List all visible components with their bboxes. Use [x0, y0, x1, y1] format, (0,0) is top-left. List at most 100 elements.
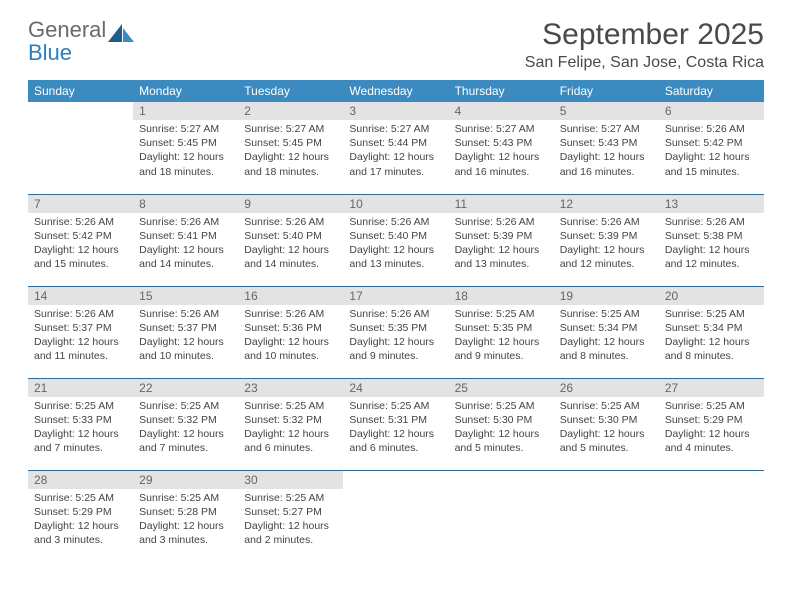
sunset-line: Sunset: 5:32 PM: [244, 413, 337, 427]
day-number: 20: [659, 287, 764, 305]
calendar-cell: [554, 470, 659, 562]
day-number: 18: [449, 287, 554, 305]
sunrise-line: Sunrise: 5:26 AM: [244, 215, 337, 229]
sunset-line: Sunset: 5:39 PM: [560, 229, 653, 243]
sunset-line: Sunset: 5:33 PM: [34, 413, 127, 427]
calendar-cell: 21Sunrise: 5:25 AMSunset: 5:33 PMDayligh…: [28, 378, 133, 470]
calendar-cell: 10Sunrise: 5:26 AMSunset: 5:40 PMDayligh…: [343, 194, 448, 286]
day-number: 2: [238, 102, 343, 120]
sunset-line: Sunset: 5:31 PM: [349, 413, 442, 427]
daylight-line: Daylight: 12 hours and 4 minutes.: [665, 427, 758, 455]
sunset-line: Sunset: 5:27 PM: [244, 505, 337, 519]
calendar-cell: 8Sunrise: 5:26 AMSunset: 5:41 PMDaylight…: [133, 194, 238, 286]
brand-sail-icon: [108, 22, 136, 46]
sunrise-line: Sunrise: 5:25 AM: [665, 399, 758, 413]
calendar-cell: 3Sunrise: 5:27 AMSunset: 5:44 PMDaylight…: [343, 102, 448, 194]
daylight-line: Daylight: 12 hours and 14 minutes.: [244, 243, 337, 271]
sunrise-line: Sunrise: 5:27 AM: [455, 122, 548, 136]
daylight-line: Daylight: 12 hours and 13 minutes.: [455, 243, 548, 271]
sunset-line: Sunset: 5:37 PM: [34, 321, 127, 335]
calendar-cell: 9Sunrise: 5:26 AMSunset: 5:40 PMDaylight…: [238, 194, 343, 286]
weekday-header: Wednesday: [343, 80, 448, 102]
day-number: 16: [238, 287, 343, 305]
sunrise-line: Sunrise: 5:25 AM: [139, 399, 232, 413]
sunset-line: Sunset: 5:44 PM: [349, 136, 442, 150]
calendar-cell: 7Sunrise: 5:26 AMSunset: 5:42 PMDaylight…: [28, 194, 133, 286]
day-detail: Sunrise: 5:25 AMSunset: 5:34 PMDaylight:…: [554, 305, 659, 368]
day-number: 13: [659, 195, 764, 213]
day-number: 29: [133, 471, 238, 489]
calendar-cell: [28, 102, 133, 194]
sunrise-line: Sunrise: 5:26 AM: [349, 307, 442, 321]
daylight-line: Daylight: 12 hours and 13 minutes.: [349, 243, 442, 271]
day-number: 22: [133, 379, 238, 397]
sunset-line: Sunset: 5:41 PM: [139, 229, 232, 243]
daylight-line: Daylight: 12 hours and 10 minutes.: [244, 335, 337, 363]
day-detail: Sunrise: 5:25 AMSunset: 5:35 PMDaylight:…: [449, 305, 554, 368]
day-number: 28: [28, 471, 133, 489]
weekday-header: Thursday: [449, 80, 554, 102]
weekday-header: Monday: [133, 80, 238, 102]
sunset-line: Sunset: 5:30 PM: [560, 413, 653, 427]
day-detail: Sunrise: 5:25 AMSunset: 5:30 PMDaylight:…: [554, 397, 659, 460]
calendar-cell: [449, 470, 554, 562]
sunset-line: Sunset: 5:38 PM: [665, 229, 758, 243]
sunrise-line: Sunrise: 5:25 AM: [455, 307, 548, 321]
sunrise-line: Sunrise: 5:26 AM: [34, 307, 127, 321]
calendar-header-row: SundayMondayTuesdayWednesdayThursdayFrid…: [28, 80, 764, 102]
day-detail: Sunrise: 5:26 AMSunset: 5:42 PMDaylight:…: [659, 120, 764, 183]
calendar-cell: 14Sunrise: 5:26 AMSunset: 5:37 PMDayligh…: [28, 286, 133, 378]
day-number: 9: [238, 195, 343, 213]
calendar-cell: [343, 470, 448, 562]
sunset-line: Sunset: 5:36 PM: [244, 321, 337, 335]
weekday-header: Friday: [554, 80, 659, 102]
daylight-line: Daylight: 12 hours and 15 minutes.: [34, 243, 127, 271]
sunset-line: Sunset: 5:35 PM: [455, 321, 548, 335]
sunrise-line: Sunrise: 5:26 AM: [349, 215, 442, 229]
sunrise-line: Sunrise: 5:26 AM: [560, 215, 653, 229]
calendar-week-row: 1Sunrise: 5:27 AMSunset: 5:45 PMDaylight…: [28, 102, 764, 194]
day-detail: Sunrise: 5:26 AMSunset: 5:41 PMDaylight:…: [133, 213, 238, 276]
weekday-header: Tuesday: [238, 80, 343, 102]
sunset-line: Sunset: 5:29 PM: [665, 413, 758, 427]
sunrise-line: Sunrise: 5:25 AM: [349, 399, 442, 413]
day-number: 7: [28, 195, 133, 213]
day-number: 15: [133, 287, 238, 305]
calendar-cell: 16Sunrise: 5:26 AMSunset: 5:36 PMDayligh…: [238, 286, 343, 378]
daylight-line: Daylight: 12 hours and 11 minutes.: [34, 335, 127, 363]
day-number: 6: [659, 102, 764, 120]
daylight-line: Daylight: 12 hours and 16 minutes.: [560, 150, 653, 178]
calendar-cell: 28Sunrise: 5:25 AMSunset: 5:29 PMDayligh…: [28, 470, 133, 562]
day-detail: Sunrise: 5:25 AMSunset: 5:32 PMDaylight:…: [133, 397, 238, 460]
daylight-line: Daylight: 12 hours and 6 minutes.: [349, 427, 442, 455]
daylight-line: Daylight: 12 hours and 15 minutes.: [665, 150, 758, 178]
day-number: 30: [238, 471, 343, 489]
sunset-line: Sunset: 5:45 PM: [244, 136, 337, 150]
sunrise-line: Sunrise: 5:26 AM: [455, 215, 548, 229]
sunrise-line: Sunrise: 5:25 AM: [244, 491, 337, 505]
calendar-cell: 17Sunrise: 5:26 AMSunset: 5:35 PMDayligh…: [343, 286, 448, 378]
day-detail: Sunrise: 5:26 AMSunset: 5:35 PMDaylight:…: [343, 305, 448, 368]
daylight-line: Daylight: 12 hours and 18 minutes.: [244, 150, 337, 178]
day-number: 10: [343, 195, 448, 213]
daylight-line: Daylight: 12 hours and 3 minutes.: [139, 519, 232, 547]
day-number: 12: [554, 195, 659, 213]
sunset-line: Sunset: 5:34 PM: [665, 321, 758, 335]
daylight-line: Daylight: 12 hours and 7 minutes.: [34, 427, 127, 455]
day-detail: Sunrise: 5:26 AMSunset: 5:42 PMDaylight:…: [28, 213, 133, 276]
calendar-cell: 30Sunrise: 5:25 AMSunset: 5:27 PMDayligh…: [238, 470, 343, 562]
calendar-cell: 25Sunrise: 5:25 AMSunset: 5:30 PMDayligh…: [449, 378, 554, 470]
header: General Blue September 2025 San Felipe, …: [28, 18, 764, 72]
sunset-line: Sunset: 5:37 PM: [139, 321, 232, 335]
daylight-line: Daylight: 12 hours and 7 minutes.: [139, 427, 232, 455]
day-number: 8: [133, 195, 238, 213]
sunrise-line: Sunrise: 5:25 AM: [665, 307, 758, 321]
day-number: 17: [343, 287, 448, 305]
sunset-line: Sunset: 5:42 PM: [34, 229, 127, 243]
day-number: 11: [449, 195, 554, 213]
calendar-cell: 5Sunrise: 5:27 AMSunset: 5:43 PMDaylight…: [554, 102, 659, 194]
calendar-week-row: 28Sunrise: 5:25 AMSunset: 5:29 PMDayligh…: [28, 470, 764, 562]
sunrise-line: Sunrise: 5:25 AM: [455, 399, 548, 413]
daylight-line: Daylight: 12 hours and 8 minutes.: [560, 335, 653, 363]
day-detail: Sunrise: 5:26 AMSunset: 5:38 PMDaylight:…: [659, 213, 764, 276]
